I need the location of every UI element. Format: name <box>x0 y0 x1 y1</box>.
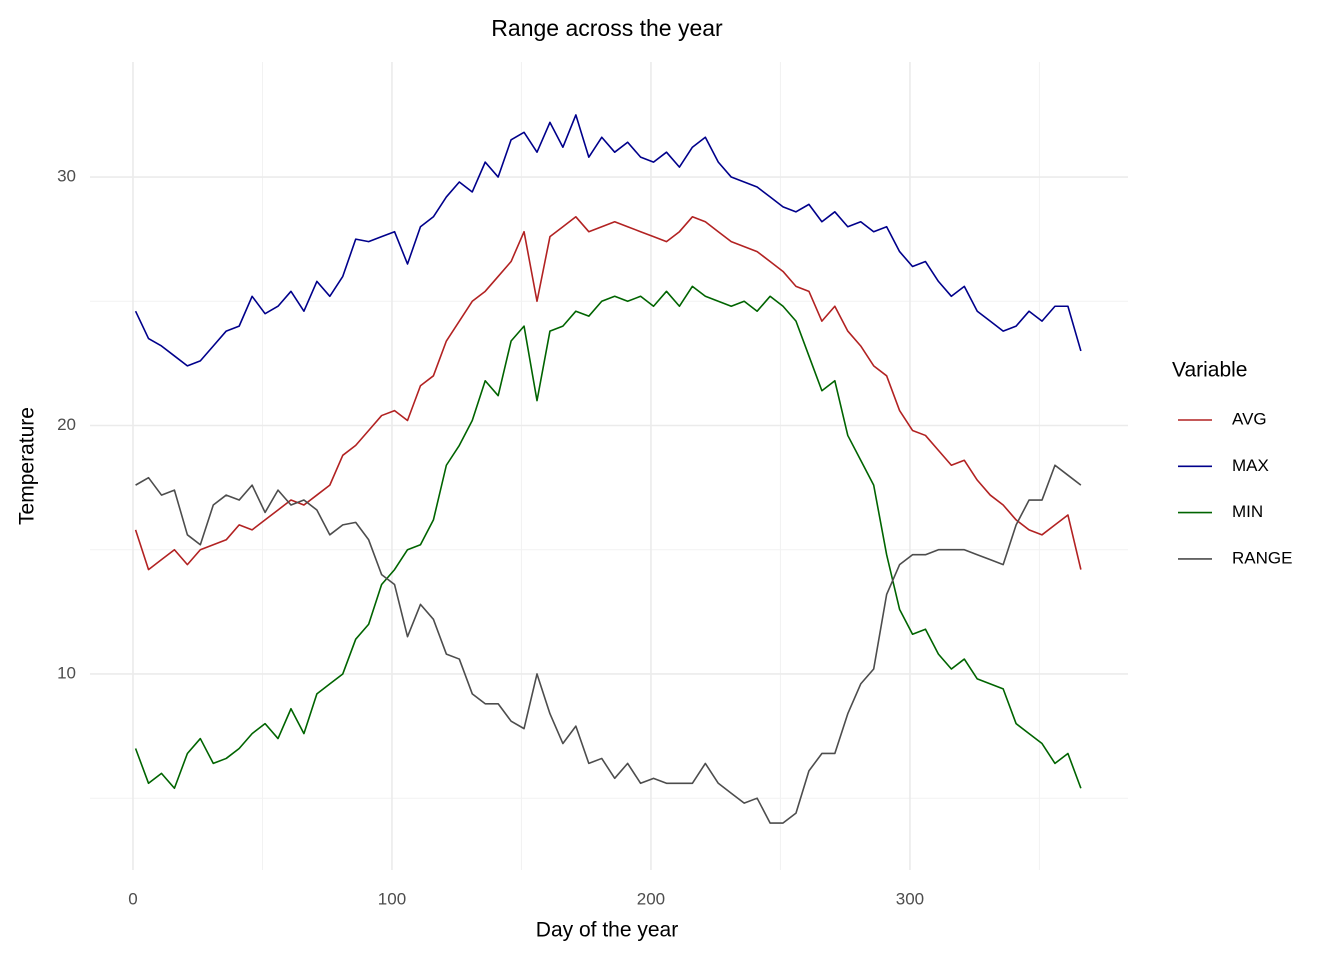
y-tick-label: 10 <box>57 663 76 682</box>
x-axis-title: Day of the year <box>536 919 678 942</box>
grid <box>90 62 1128 870</box>
legend-label: RANGE <box>1232 548 1292 567</box>
y-axis-title: Temperature <box>16 407 39 525</box>
series-line <box>134 285 1082 790</box>
legend-label: MIN <box>1232 502 1263 521</box>
x-tick-label: 100 <box>378 889 406 908</box>
legend-label: MAX <box>1232 456 1269 475</box>
y-tick-label: 20 <box>57 415 76 434</box>
series-line <box>134 114 1082 367</box>
x-tick-label: 200 <box>637 889 665 908</box>
legend-title: Variable <box>1172 359 1248 382</box>
y-tick-label: 30 <box>57 167 76 186</box>
x-tick-label: 300 <box>896 889 924 908</box>
legend-label: AVG <box>1232 409 1267 428</box>
x-tick-label: 0 <box>128 889 137 908</box>
series-line <box>134 215 1082 571</box>
chart-title: Range across the year <box>491 15 723 41</box>
series-line <box>135 464 1082 824</box>
